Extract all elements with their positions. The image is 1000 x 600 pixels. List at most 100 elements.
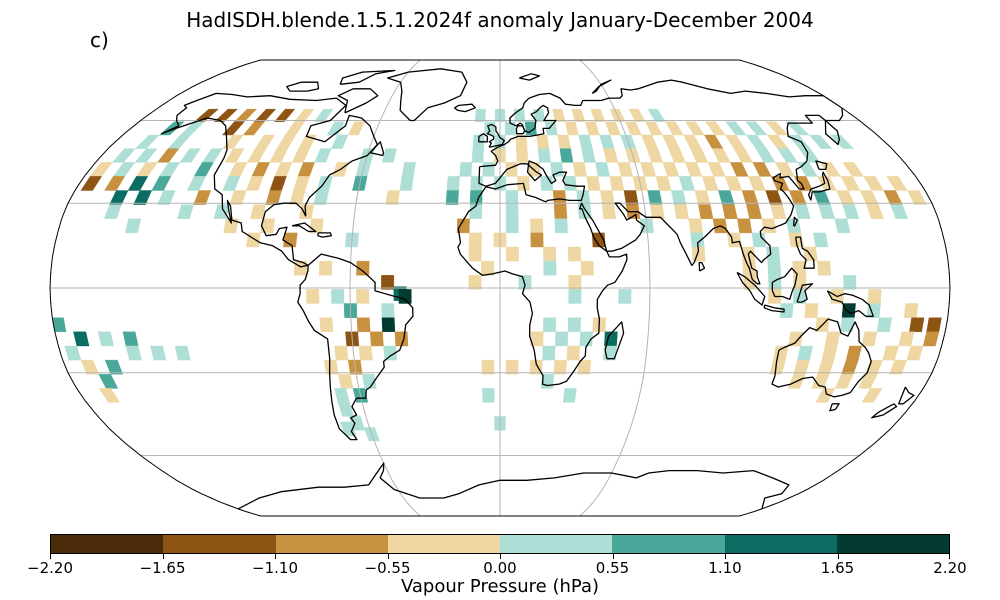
grid-cell: [685, 162, 703, 177]
grid-cell: [505, 190, 519, 205]
coastline: [771, 318, 872, 398]
grid-cell: [707, 162, 726, 177]
grid-cell: [798, 148, 821, 163]
grid-cell: [530, 218, 544, 234]
grid-cell: [177, 204, 194, 219]
grid-cell: [334, 345, 349, 361]
grid-cell: [755, 148, 776, 163]
grid-cell: [834, 218, 851, 234]
grid-cell: [283, 232, 298, 248]
grid-cell: [572, 162, 587, 177]
grid-cell: [773, 345, 789, 361]
grid-cell: [817, 260, 832, 276]
grid-cell: [542, 345, 556, 361]
grid-cell: [246, 148, 267, 163]
grid-cell: [193, 162, 214, 177]
colorbar-tick-label: −1.65: [139, 559, 186, 577]
grid-cell: [482, 162, 495, 177]
grid-cell: [845, 345, 863, 361]
grid-cell: [906, 190, 927, 205]
colorbar-segment: [612, 535, 725, 553]
grid-cell: [788, 331, 804, 347]
grid-cell: [536, 134, 550, 149]
grid-cell: [571, 108, 586, 123]
coastline: [339, 69, 396, 85]
grid-cell: [765, 190, 783, 205]
colorbar-tick: [275, 554, 276, 559]
coastline: [477, 133, 489, 143]
coastline: [337, 88, 379, 114]
grid-cell: [193, 190, 212, 205]
grid-cell: [222, 176, 241, 191]
colorbar-segment: [724, 535, 837, 553]
grid-cell: [817, 359, 835, 375]
grid-cell: [673, 204, 689, 219]
grid-cell: [842, 162, 865, 177]
colorbar-tick: [387, 554, 389, 559]
grid-cell: [347, 121, 365, 136]
grid-cell: [445, 190, 459, 205]
grid-cell: [824, 331, 841, 347]
grid-cell: [543, 317, 557, 332]
colorbar-tick-label: −0.55: [364, 559, 411, 577]
grid-cell: [568, 275, 582, 290]
colorbar-tick-label: 0.00: [483, 559, 517, 577]
grid-cell: [229, 190, 247, 205]
grid-cell: [765, 121, 789, 136]
grid-cell: [356, 317, 371, 332]
coastlines: [161, 68, 915, 510]
grid-cell: [813, 232, 829, 248]
grid-cell: [821, 345, 838, 361]
colorbar-segment: [836, 535, 949, 553]
grid-cell: [125, 345, 142, 361]
grid-cell: [564, 121, 579, 136]
grid-cell: [80, 359, 99, 375]
grid-cell: [506, 246, 519, 262]
grid-cell: [104, 176, 126, 191]
coastline: [698, 261, 706, 272]
grid-cell: [73, 331, 90, 347]
grid-cell: [649, 204, 665, 219]
world-map: [49, 59, 951, 517]
grid-cell: [817, 176, 837, 191]
colorbar-ticks: [50, 554, 950, 560]
grid-cell: [543, 246, 557, 262]
coastline: [898, 386, 915, 405]
grid-cell: [861, 388, 883, 403]
grid-cell: [578, 134, 593, 149]
grid-cell: [733, 148, 754, 163]
grid-cell: [794, 204, 811, 219]
grid-cell: [284, 121, 305, 136]
grid-cell: [670, 190, 687, 205]
grid-cell: [797, 162, 818, 177]
colorbar-segment: [500, 535, 613, 553]
grid-cell: [516, 148, 529, 163]
grid-cell: [586, 176, 601, 191]
grid-cell: [269, 148, 289, 163]
grid-cell: [553, 204, 568, 219]
grid-cell: [157, 190, 176, 205]
grid-cell: [861, 331, 878, 347]
grid-cell: [866, 204, 884, 219]
grid-cell: [777, 148, 799, 163]
grid-cell: [567, 246, 582, 262]
grid-cell: [554, 331, 569, 347]
colorbar-tick: [612, 554, 614, 559]
grid-cell: [369, 331, 384, 347]
grid-cell: [356, 289, 370, 304]
grid-cell: [774, 162, 795, 177]
grid-cell: [886, 176, 908, 191]
grid-cell: [647, 108, 666, 123]
grid-cell: [537, 148, 551, 163]
grid-cell: [265, 190, 282, 205]
anomaly-grid-cells: [50, 108, 942, 442]
grid-cell: [705, 121, 726, 136]
grid-cell: [127, 176, 149, 191]
grid-cell: [903, 303, 919, 318]
grid-cell: [273, 108, 296, 123]
coastline: [792, 216, 798, 227]
grid-cell: [381, 275, 395, 290]
grid-cell: [468, 246, 482, 262]
grid-cell: [505, 359, 519, 375]
grid-cell: [484, 121, 496, 136]
